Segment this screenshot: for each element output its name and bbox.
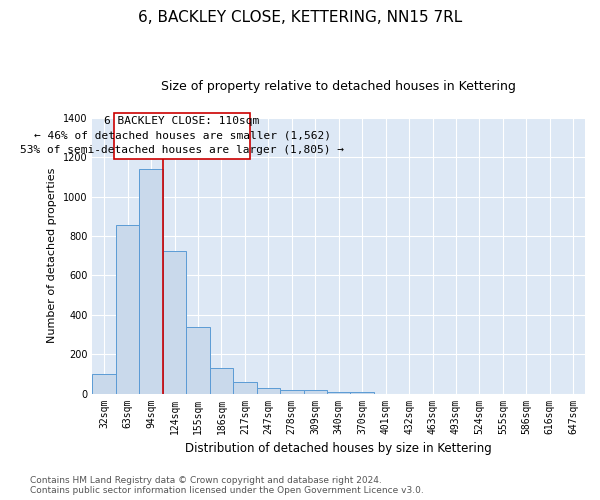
FancyBboxPatch shape [114,113,250,159]
Title: Size of property relative to detached houses in Kettering: Size of property relative to detached ho… [161,80,516,93]
Bar [233,382,257,394]
Bar [209,368,233,394]
Bar [280,390,304,394]
X-axis label: Distribution of detached houses by size in Kettering: Distribution of detached houses by size … [185,442,492,455]
Bar [92,374,116,394]
Bar [350,392,374,394]
Bar [304,390,327,394]
Bar [139,169,163,394]
Text: 6 BACKLEY CLOSE: 110sqm
← 46% of detached houses are smaller (1,562)
53% of semi: 6 BACKLEY CLOSE: 110sqm ← 46% of detache… [20,116,344,156]
Text: 6, BACKLEY CLOSE, KETTERING, NN15 7RL: 6, BACKLEY CLOSE, KETTERING, NN15 7RL [138,10,462,25]
Bar [163,250,186,394]
Bar [186,326,209,394]
Y-axis label: Number of detached properties: Number of detached properties [47,168,58,344]
Bar [116,225,139,394]
Bar [257,388,280,394]
Bar [327,392,350,394]
Text: Contains HM Land Registry data © Crown copyright and database right 2024.
Contai: Contains HM Land Registry data © Crown c… [30,476,424,495]
